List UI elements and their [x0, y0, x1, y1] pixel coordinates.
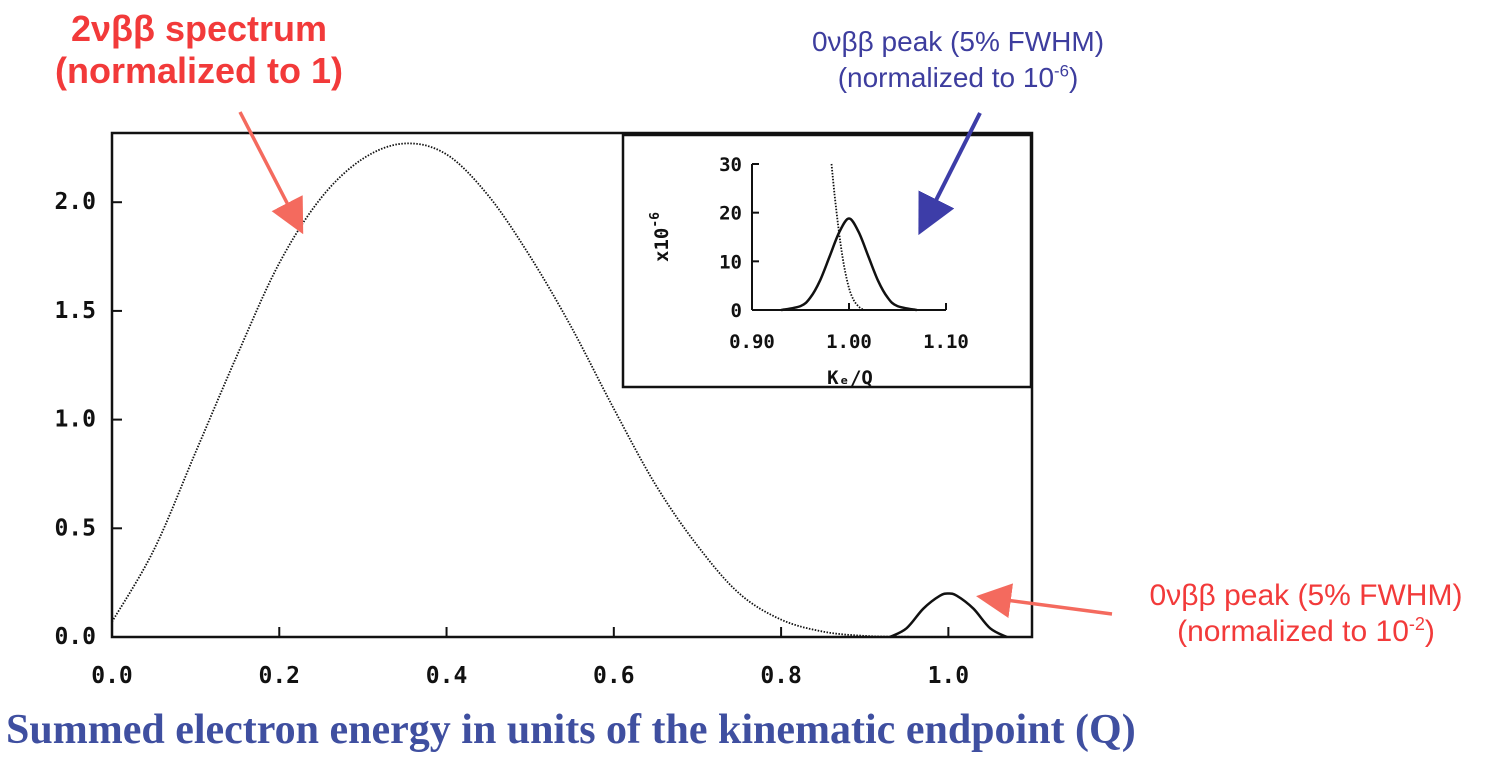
annotation-2nbb-line2: (normalized to 1)	[54, 50, 344, 91]
main-x-tick-label: 0.2	[258, 663, 300, 689]
inset-x-tick-label: 0.90	[729, 331, 775, 353]
annotation-inset-line2-prefix: (normalized to 10	[837, 62, 1055, 93]
figure-caption: Summed electron energy in units of the k…	[6, 707, 1136, 753]
main-plot: 0.0 0.2 0.4 0.6 0.8 1.0 0.0 0.5 1.0 1.5 2.0	[54, 131, 1034, 689]
main-y-tick-label: 1.0	[54, 407, 96, 433]
annotation-main-line2-prefix: (normalized to 10	[1177, 615, 1409, 648]
main-y-tick-label: 1.5	[54, 298, 96, 324]
annotation-main-peak: 0νββ peak (5% FWHM) (normalized to 10-2)	[1112, 578, 1500, 650]
inset-y-label-base: x10	[651, 228, 673, 262]
inset-x-label: Kₑ/Q	[827, 367, 873, 389]
annotation-main-line2-exp: -2	[1408, 614, 1425, 634]
inset-y-ticks: 0 10 20 30	[719, 154, 759, 322]
main-y-tick-label: 2.0	[54, 189, 96, 215]
inset-x-tick-label: 1.10	[923, 331, 969, 353]
main-y-ticks: 0.0 0.5 1.0 1.5 2.0	[54, 189, 122, 650]
main-x-tick-label: 0.4	[426, 663, 468, 689]
annotation-main-line2: (normalized to 10-2)	[1112, 614, 1500, 650]
inset-series-solid-curve	[780, 217, 918, 312]
main-x-tick-label: 0.8	[760, 663, 802, 689]
annotation-inset-peak: 0νββ peak (5% FWHM) (normalized to 10-6)	[752, 24, 1164, 96]
inset-y-label-exp: -6	[648, 212, 663, 228]
inset-x-tick-label: 1.00	[826, 331, 872, 353]
main-x-ticks: 0.0 0.2 0.4 0.6 0.8 1.0	[91, 627, 969, 689]
inset-y-tick-label: 30	[719, 154, 742, 176]
main-x-tick-label: 1.0	[928, 663, 970, 689]
inset-y-label: x10-6	[648, 212, 673, 262]
annotation-main-line2-suffix: )	[1424, 615, 1435, 648]
inset-y-tick-label: 20	[719, 203, 742, 225]
annotation-inset-line2-exp: -6	[1054, 61, 1069, 81]
main-y-tick-label: 0.5	[54, 515, 96, 541]
arrow-to-2nbb-spectrum	[238, 111, 304, 235]
inset-y-tick-label: 0	[731, 300, 742, 322]
arrow-to-main-peak	[976, 583, 1113, 619]
inset-y-tick-label: 10	[719, 251, 742, 273]
annotation-2nbb-line1: 2νββ spectrum	[70, 8, 328, 49]
main-series-solid-curve	[889, 592, 1008, 639]
main-x-tick-label: 0.6	[593, 663, 635, 689]
annotation-inset-line2-suffix: )	[1068, 62, 1079, 93]
main-series-dotted-curve	[111, 142, 949, 638]
annotation-inset-line1: 0νββ peak (5% FWHM)	[811, 26, 1105, 57]
inset-series	[780, 163, 918, 312]
inset-series-dotted-curve	[830, 163, 865, 311]
annotation-inset-line2: (normalized to 10-6)	[752, 60, 1164, 96]
main-series	[111, 142, 1008, 639]
main-y-tick-label: 0.0	[54, 624, 96, 650]
inset-plot: 0.90 1.00 1.10 0 10 20 30 Kₑ/Q x10-6	[621, 133, 1033, 389]
main-x-tick-label: 0.0	[91, 663, 133, 689]
arrow-to-inset-peak	[918, 112, 982, 236]
annotation-main-line1: 0νββ peak (5% FWHM)	[1149, 579, 1463, 612]
inset-x-ticks: 0.90 1.00 1.10	[729, 303, 969, 353]
annotation-2nbb-spectrum: 2νββ spectrum (normalized to 1)	[14, 8, 384, 92]
